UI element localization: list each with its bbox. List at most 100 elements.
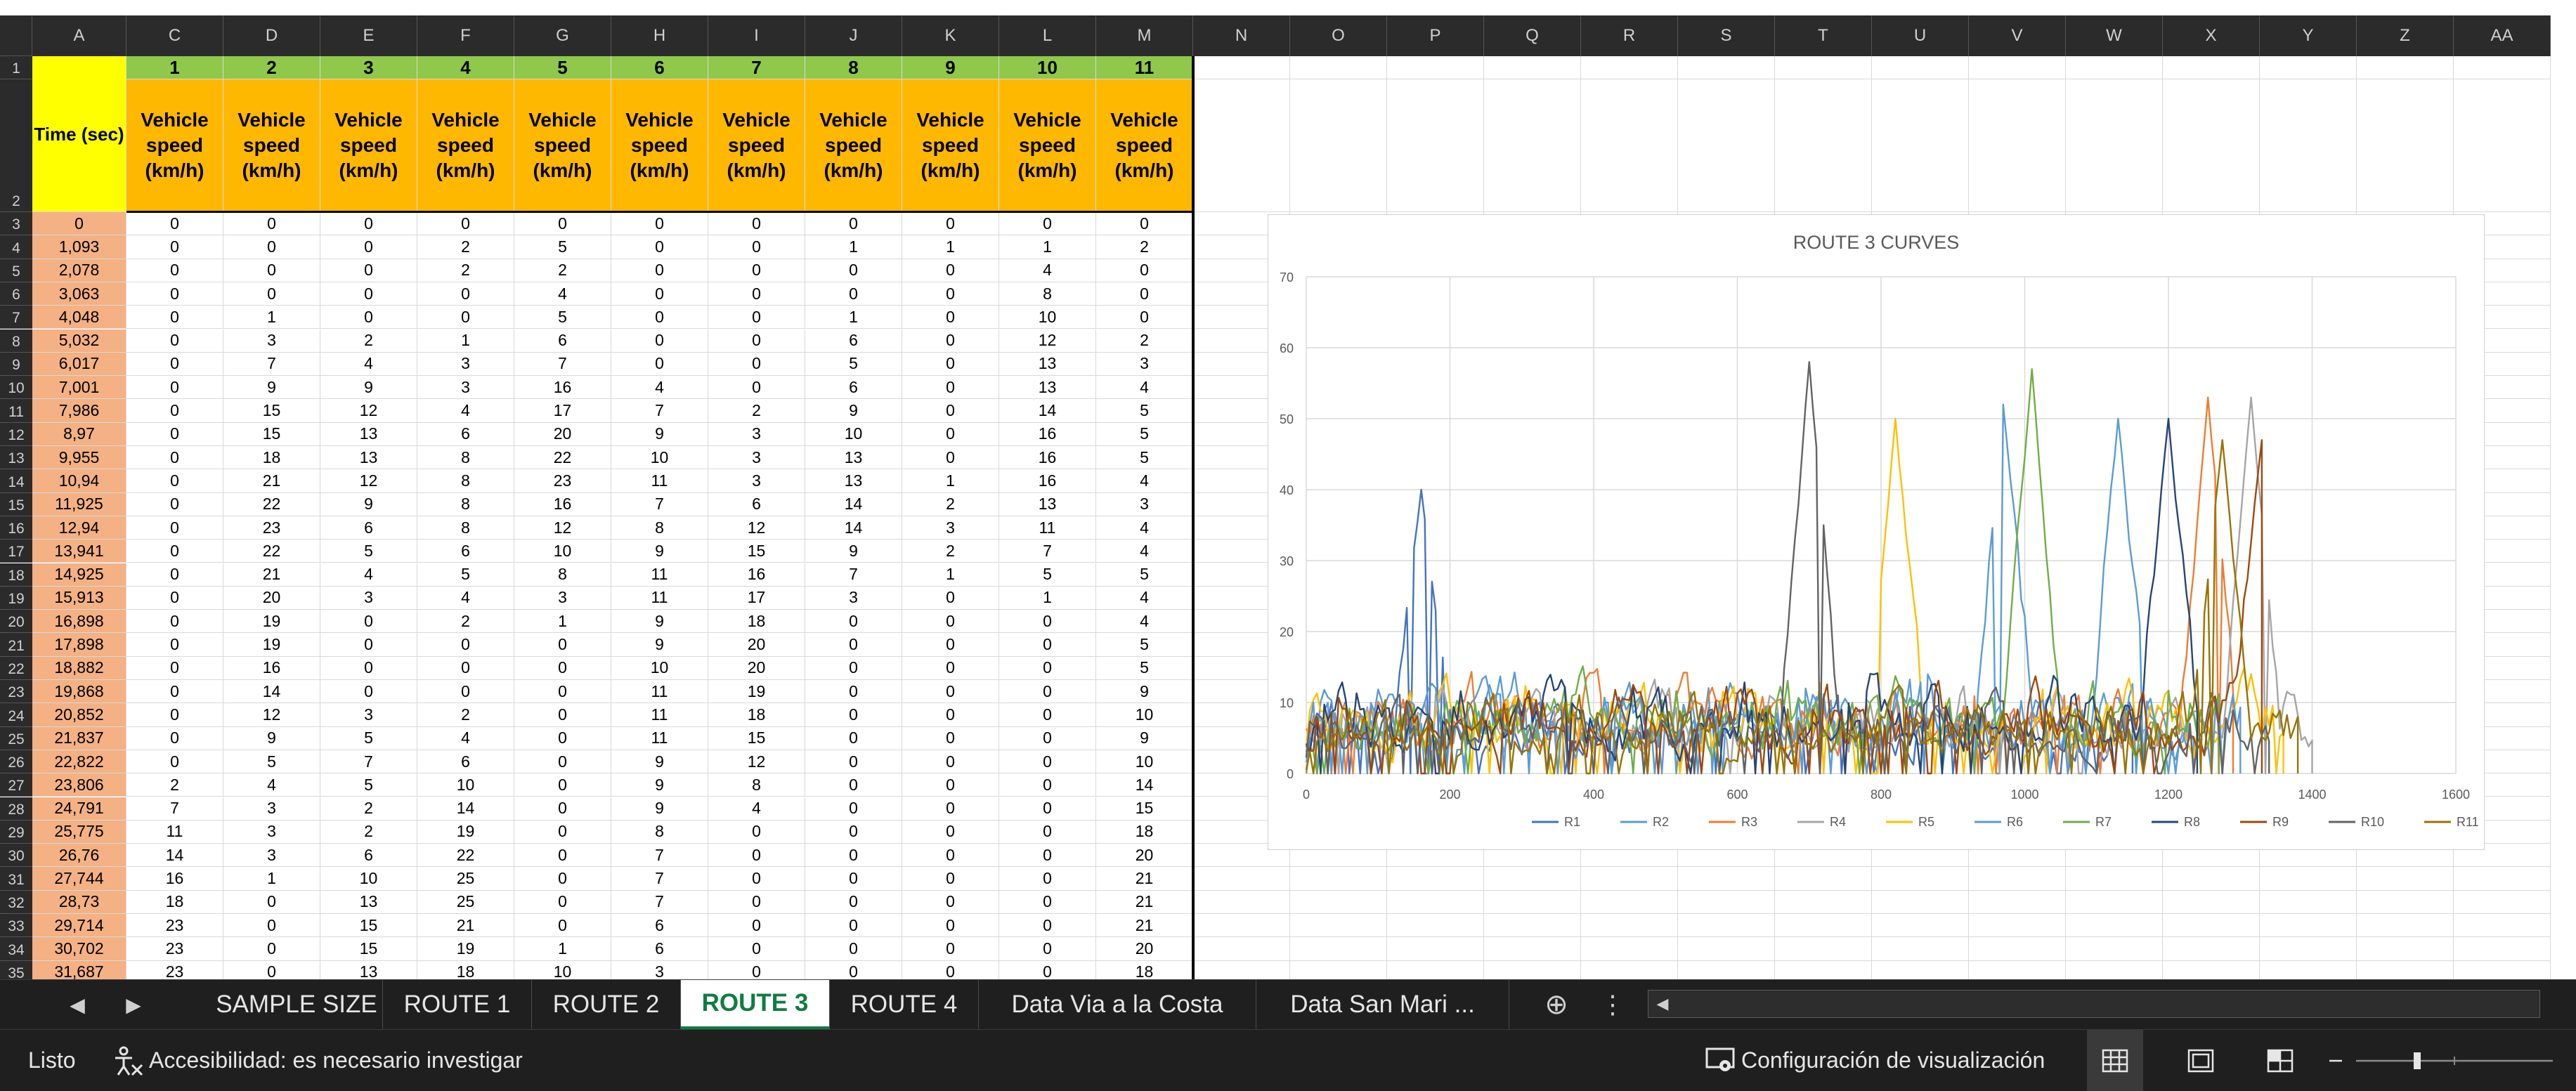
empty-cell[interactable]	[1290, 937, 1387, 961]
speed-cell[interactable]: 0	[1096, 212, 1193, 236]
speed-cell[interactable]: 10	[514, 960, 611, 979]
speed-cell[interactable]: 0	[902, 446, 999, 470]
speed-cell[interactable]: 1	[514, 937, 611, 961]
speed-cell[interactable]: 0	[999, 750, 1096, 774]
empty-cell[interactable]	[2163, 867, 2260, 891]
vehicle-number-cell[interactable]: 9	[902, 56, 999, 79]
speed-cell[interactable]: 0	[126, 282, 223, 306]
speed-cell[interactable]: 0	[708, 329, 805, 353]
speed-cell[interactable]: 19	[708, 680, 805, 704]
speed-cell[interactable]: 0	[417, 212, 514, 236]
sheet-tab[interactable]: SAMPLE SIZE	[211, 980, 383, 1029]
time-cell[interactable]: 2,078	[32, 259, 126, 282]
speed-header-cell[interactable]: Vehicle speed (km/h)	[999, 79, 1096, 212]
empty-cell[interactable]	[1581, 960, 1678, 979]
speed-cell[interactable]: 0	[902, 797, 999, 821]
speed-cell[interactable]: 0	[902, 703, 999, 727]
time-cell[interactable]: 21,837	[32, 726, 126, 750]
time-cell[interactable]: 23,806	[32, 773, 126, 797]
empty-cell[interactable]	[2454, 937, 2551, 961]
speed-cell[interactable]: 0	[320, 633, 417, 657]
speed-cell[interactable]: 3	[611, 960, 708, 979]
speed-cell[interactable]: 13	[999, 492, 1096, 516]
speed-cell[interactable]: 0	[805, 633, 902, 657]
time-cell[interactable]: 17,898	[32, 633, 126, 657]
route-3-chart[interactable]: ROUTE 3 CURVES 0 10 20 30 40 50 60 70 0 200 400 60…	[1268, 214, 2485, 850]
speed-cell[interactable]: 3	[708, 446, 805, 470]
empty-cell[interactable]	[2066, 937, 2163, 961]
speed-cell[interactable]: 0	[514, 797, 611, 821]
empty-cell[interactable]	[1872, 867, 1969, 891]
speed-cell[interactable]: 0	[126, 750, 223, 774]
row-header[interactable]: 6	[0, 282, 32, 306]
speed-cell[interactable]: 2	[417, 703, 514, 727]
speed-cell[interactable]: 0	[708, 259, 805, 282]
speed-cell[interactable]: 4	[1096, 376, 1193, 400]
speed-cell[interactable]: 21	[1096, 914, 1193, 938]
vehicle-number-cell[interactable]: 10	[999, 56, 1096, 79]
speed-cell[interactable]: 21	[1096, 867, 1193, 891]
speed-cell[interactable]: 19	[417, 820, 514, 844]
empty-cell[interactable]	[1678, 937, 1775, 961]
horizontal-scrollbar[interactable]: ◀	[1648, 990, 2540, 1018]
empty-cell[interactable]	[1678, 867, 1775, 891]
row-header[interactable]: 25	[0, 726, 32, 750]
speed-cell[interactable]: 2	[1096, 235, 1193, 259]
empty-cell[interactable]	[2066, 960, 2163, 979]
empty-cell[interactable]	[2454, 79, 2551, 212]
speed-cell[interactable]: 0	[902, 773, 999, 797]
empty-cell[interactable]	[1193, 914, 1290, 938]
speed-cell[interactable]: 0	[320, 212, 417, 236]
speed-cell[interactable]: 0	[223, 914, 320, 938]
speed-cell[interactable]: 9	[320, 376, 417, 400]
speed-cell[interactable]: 5	[999, 563, 1096, 587]
speed-cell[interactable]: 0	[223, 890, 320, 914]
speed-cell[interactable]: 0	[126, 259, 223, 282]
time-cell[interactable]: 20,852	[32, 703, 126, 727]
speed-cell[interactable]: 25	[417, 890, 514, 914]
row-header[interactable]: 22	[0, 656, 32, 680]
speed-cell[interactable]: 0	[999, 703, 1096, 727]
speed-cell[interactable]: 16	[514, 492, 611, 516]
speed-cell[interactable]: 8	[417, 516, 514, 540]
scroll-left-icon[interactable]: ◀	[1656, 995, 1669, 1012]
speed-cell[interactable]: 0	[902, 586, 999, 610]
speed-cell[interactable]: 3	[417, 352, 514, 377]
speed-cell[interactable]: 2	[708, 399, 805, 423]
empty-cell[interactable]	[1678, 890, 1775, 914]
speed-cell[interactable]: 0	[1096, 282, 1193, 306]
speed-cell[interactable]: 10	[805, 422, 902, 446]
empty-cell[interactable]	[1387, 79, 1484, 212]
empty-cell[interactable]	[1678, 914, 1775, 938]
speed-cell[interactable]: 4	[1096, 586, 1193, 610]
speed-cell[interactable]: 0	[320, 680, 417, 704]
empty-cell[interactable]	[1193, 56, 1290, 79]
empty-cell[interactable]	[1484, 79, 1581, 212]
speed-cell[interactable]: 2	[417, 259, 514, 282]
speed-cell[interactable]: 5	[1096, 656, 1193, 680]
speed-cell[interactable]: 20	[708, 656, 805, 680]
speed-cell[interactable]: 23	[126, 914, 223, 938]
speed-cell[interactable]: 0	[417, 680, 514, 704]
empty-cell[interactable]	[1484, 867, 1581, 891]
empty-cell[interactable]	[2066, 867, 2163, 891]
speed-cell[interactable]: 0	[126, 680, 223, 704]
speed-cell[interactable]: 0	[514, 680, 611, 704]
speed-cell[interactable]: 0	[805, 656, 902, 680]
speed-cell[interactable]: 11	[999, 516, 1096, 540]
speed-cell[interactable]: 0	[417, 656, 514, 680]
speed-cell[interactable]: 21	[417, 914, 514, 938]
speed-cell[interactable]: 14	[1096, 773, 1193, 797]
speed-cell[interactable]: 12	[514, 516, 611, 540]
add-sheet-icon[interactable]: ⊕	[1544, 989, 1568, 1020]
speed-cell[interactable]: 9	[1096, 680, 1193, 704]
speed-cell[interactable]: 3	[514, 586, 611, 610]
empty-cell[interactable]	[1484, 56, 1581, 79]
empty-cell[interactable]	[1872, 79, 1969, 212]
speed-cell[interactable]: 0	[708, 914, 805, 938]
time-cell[interactable]: 28,73	[32, 890, 126, 914]
vehicle-number-cell[interactable]: 5	[514, 56, 611, 79]
speed-cell[interactable]: 0	[999, 680, 1096, 704]
empty-cell[interactable]	[1290, 79, 1387, 212]
row-header[interactable]: 17	[0, 540, 32, 563]
